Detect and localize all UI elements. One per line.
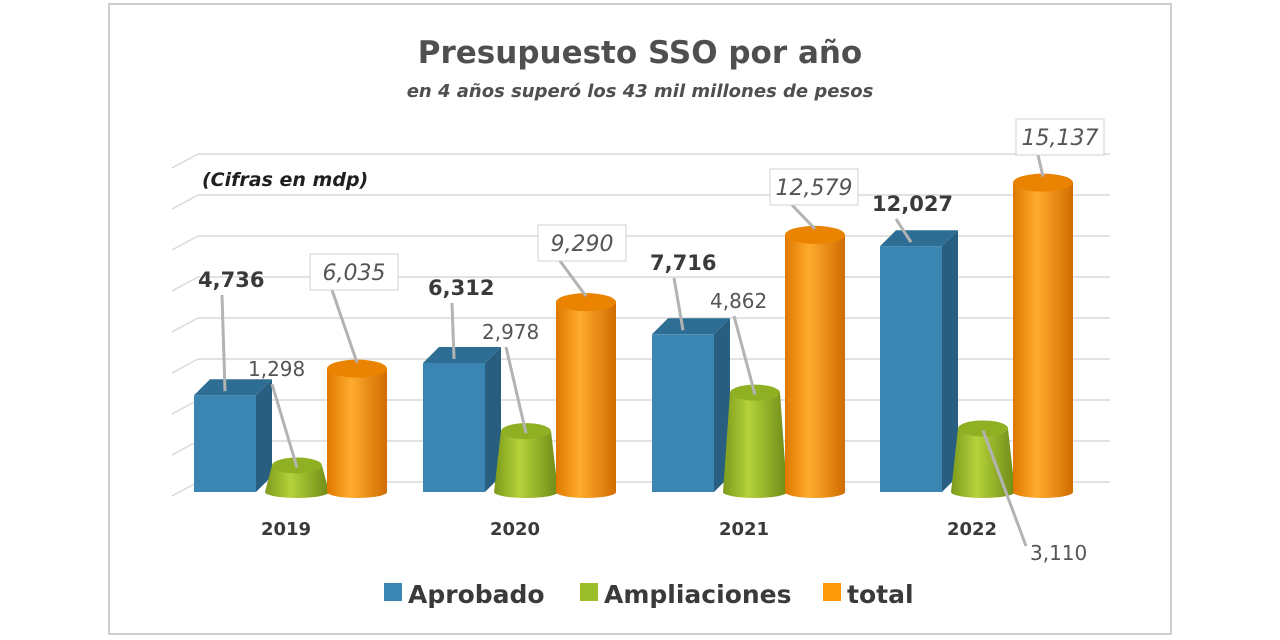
bar-aprobado-2020 [423, 362, 485, 492]
data-label-ampliaciones-2022: 3,110 [1030, 541, 1087, 565]
bar-top-aprobado-2019 [194, 379, 272, 396]
data-label-box-total-2019 [309, 253, 399, 291]
legend-swatch-aprobado [384, 583, 402, 601]
chart-svg: Presupuesto SSO por año en 4 años superó… [171, 35, 1110, 609]
gridline-depth [171, 481, 199, 497]
category-axis: 2019 2020 2021 2022 [261, 519, 997, 540]
bar-total-2021 [785, 234, 845, 498]
bar-total-2020 [556, 302, 616, 498]
leader-lines [220, 154, 1045, 547]
data-label-ampliaciones-2021: 4,862 [710, 289, 767, 313]
bar-aprobado-2021 [652, 334, 714, 492]
data-label-box-total-2021 [769, 168, 859, 206]
data-label-aprobado-2021: 7,716 [650, 251, 716, 275]
category-label-2021: 2021 [719, 519, 769, 540]
bar-ampliaciones-2021 [723, 392, 787, 498]
category-label-2019: 2019 [261, 519, 311, 540]
bar-side-aprobado-2020 [485, 346, 501, 492]
bar-total-2019 [327, 368, 387, 498]
leader-line-aprobado-2019 [220, 294, 227, 392]
data-labels: 4,736 1,298 6,035 6,312 2,978 9,290 7,716 4,862… [198, 118, 1105, 565]
bar-total-2022 [1013, 182, 1073, 498]
legend-label-ampliaciones: Ampliaciones [604, 580, 792, 609]
gridline-depth [171, 235, 199, 251]
gridline-depth [171, 358, 199, 374]
bar-side-aprobado-2021 [714, 318, 730, 492]
data-label-ampliaciones-2020: 2,978 [482, 320, 539, 344]
data-label-total-2022: 15,137 [1022, 126, 1099, 151]
data-label-total-2019: 6,035 [323, 261, 386, 286]
gridline-depth [171, 440, 199, 456]
bar-ampliaciones-2022 [951, 428, 1015, 498]
data-label-aprobado-2019: 4,736 [198, 268, 264, 292]
gridline-depth [171, 194, 199, 210]
leader-line-total-2019 [330, 289, 359, 364]
bar-top-total-2022 [1013, 173, 1073, 192]
leader-line-ampliaciones-2020 [504, 346, 528, 434]
chart-title: Presupuesto SSO por año [418, 35, 862, 71]
bar-top-total-2020 [556, 293, 616, 312]
leader-line-ampliaciones-2021 [732, 315, 757, 396]
gridline-depth [171, 317, 199, 333]
data-label-box-total-2022 [1015, 118, 1105, 156]
legend-swatch-ampliaciones [580, 583, 598, 601]
chart-subtitle: en 4 años superó los 43 mil millones de … [407, 81, 874, 102]
data-label-aprobado-2020: 6,312 [428, 276, 494, 300]
leader-line-total-2021 [790, 203, 817, 230]
category-label-2020: 2020 [490, 519, 540, 540]
leader-line-aprobado-2022 [894, 218, 913, 244]
category-label-2022: 2022 [947, 519, 997, 540]
bar-top-aprobado-2021 [652, 318, 730, 335]
legend-label-total: total [847, 580, 914, 609]
bar-side-aprobado-2019 [256, 379, 272, 492]
legend-label-aprobado: Aprobado [408, 580, 545, 609]
leader-line-ampliaciones-2022 [981, 429, 1028, 547]
leader-line-total-2022 [1036, 154, 1045, 177]
bar-side-aprobado-2022 [942, 230, 958, 492]
legend-swatch-total [823, 583, 841, 601]
data-label-box-total-2020 [537, 224, 627, 262]
leader-line-aprobado-2020 [450, 302, 456, 360]
data-label-total-2020: 9,290 [551, 232, 614, 257]
bar-ampliaciones-2019 [265, 465, 329, 498]
gridline-depth [171, 399, 199, 415]
data-label-total-2021: 12,579 [776, 176, 853, 201]
bar-top-aprobado-2020 [423, 346, 501, 363]
bar-ampliaciones-2020 [494, 431, 558, 498]
bar-top-total-2021 [785, 225, 845, 244]
bars [194, 173, 1073, 498]
bar-aprobado-2019 [194, 395, 256, 492]
bar-top-total-2019 [327, 359, 387, 378]
chart-note: (Cifras en mdp) [202, 169, 368, 191]
leader-line-ampliaciones-2019 [270, 383, 299, 468]
gridline-depth [171, 153, 199, 169]
bar-top-aprobado-2022 [880, 230, 958, 247]
bar-top-ampliaciones-2022 [958, 420, 1008, 437]
gridline-depth [171, 276, 199, 292]
data-label-ampliaciones-2019: 1,298 [248, 357, 305, 381]
leader-line-aprobado-2021 [672, 277, 685, 331]
bar-aprobado-2022 [880, 246, 942, 492]
chart-frame: Presupuesto SSO por año en 4 años superó… [108, 3, 1172, 635]
legend: Aprobado Ampliaciones total [384, 580, 914, 609]
leader-line-total-2020 [558, 260, 588, 298]
data-label-aprobado-2022: 12,027 [872, 192, 953, 216]
